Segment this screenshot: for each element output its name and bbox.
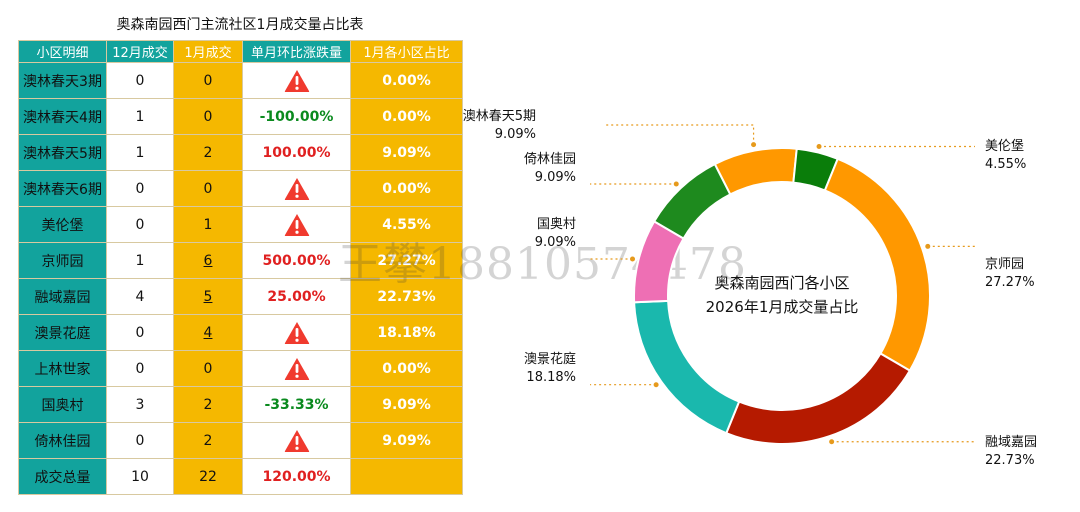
- slice-name-label: 澳景花庭: [524, 351, 576, 367]
- slice-value-label: 9.09%: [535, 235, 576, 250]
- community-name-cell: 美伦堡: [18, 206, 107, 243]
- donut-slice: [823, 157, 931, 372]
- table-row: 上林世家 0 0 0.00%: [18, 350, 463, 387]
- change-cell: [242, 62, 351, 99]
- jan-count-cell: 2: [173, 386, 243, 423]
- chart-center-title: 奥森南园西门各小区: [714, 274, 849, 292]
- slice-value-label: 9.09%: [535, 170, 576, 185]
- slice-name-label: 澳林春天5期: [463, 108, 536, 124]
- community-name-cell: 融域嘉园: [18, 278, 107, 315]
- change-cell: 120.00%: [242, 458, 351, 495]
- community-name-cell: 澳林春天5期: [18, 134, 107, 171]
- warning-triangle-icon: [284, 429, 310, 452]
- share-cell: 18.18%: [350, 314, 463, 351]
- community-name-cell: 澳林春天4期: [18, 98, 107, 135]
- slice-name-label: 国奥村: [537, 217, 576, 232]
- community-name-cell: 京师园: [18, 242, 107, 279]
- dec-count-cell: 0: [106, 62, 174, 99]
- jan-count-cell: 4: [173, 314, 243, 351]
- dec-count-cell: 0: [106, 314, 174, 351]
- table-row: 澳林春天6期 0 0 0.00%: [18, 170, 463, 207]
- slice-name-label: 京师园: [985, 257, 1024, 272]
- community-name-cell: 澳林春天6期: [18, 170, 107, 207]
- change-cell: [242, 350, 351, 387]
- table-row: 澳林春天5期 1 2 100.00% 9.09%: [18, 134, 463, 171]
- chart-center-title: 2026年1月成交量占比: [706, 298, 859, 316]
- table-row: 澳林春天3期 0 0 0.00%: [18, 62, 463, 99]
- table-title: 奥森南园西门主流社区1月成交量占比表: [116, 17, 364, 33]
- share-cell: 0.00%: [350, 62, 463, 99]
- jan-count-cell: 22: [173, 458, 243, 495]
- header-dec: 12月成交: [106, 40, 174, 63]
- jan-count-cell: 1: [173, 206, 243, 243]
- change-cell: [242, 170, 351, 207]
- warning-triangle-icon: [284, 69, 310, 92]
- dec-count-cell: 4: [106, 278, 174, 315]
- slice-value-label: 22.73%: [985, 453, 1035, 468]
- community-name-cell: 上林世家: [18, 350, 107, 387]
- change-cell: [242, 422, 351, 459]
- share-cell: 9.09%: [350, 422, 463, 459]
- change-cell: -33.33%: [242, 386, 351, 423]
- leader-line: [605, 124, 755, 145]
- share-cell: 9.09%: [350, 134, 463, 171]
- slice-value-label: 4.55%: [985, 157, 1026, 172]
- slice-name-label: 美伦堡: [985, 138, 1024, 154]
- community-transaction-table: 小区明细 12月成交 1月成交 单月环比涨跌量 1月各小区占比 澳林春天3期 0 0…: [18, 40, 463, 495]
- table-row: 成交总量 10 22 120.00%: [18, 458, 463, 495]
- jan-count-cell: 0: [173, 62, 243, 99]
- slice-name-label: 融域嘉园: [985, 435, 1037, 450]
- dec-count-cell: 1: [106, 242, 174, 279]
- jan-count-cell: 0: [173, 98, 243, 135]
- community-name-cell: 成交总量: [18, 458, 107, 495]
- share-cell: 0.00%: [350, 98, 463, 135]
- share-cell: [350, 458, 463, 495]
- community-name-cell: 澳景花庭: [18, 314, 107, 351]
- donut-slice: [633, 299, 741, 435]
- table-header-row: 小区明细 12月成交 1月成交 单月环比涨跌量 1月各小区占比: [18, 40, 463, 63]
- header-jan: 1月成交: [173, 40, 243, 63]
- donut-slice: [725, 352, 912, 445]
- share-cell: 27.27%: [350, 242, 463, 279]
- table-row: 澳景花庭 0 4 18.18%: [18, 314, 463, 351]
- slice-value-label: 9.09%: [495, 127, 536, 142]
- warning-triangle-icon: [284, 321, 310, 344]
- warning-triangle-icon: [284, 213, 310, 236]
- table-row: 融域嘉园 4 5 25.00% 22.73%: [18, 278, 463, 315]
- warning-triangle-icon: [284, 177, 310, 200]
- slice-value-label: 27.27%: [985, 275, 1035, 290]
- community-name-cell: 澳林春天3期: [18, 62, 107, 99]
- dec-count-cell: 10: [106, 458, 174, 495]
- donut-slice: [652, 162, 732, 240]
- table-row: 国奥村 3 2 -33.33% 9.09%: [18, 386, 463, 423]
- dec-count-cell: 1: [106, 134, 174, 171]
- jan-count-cell: 0: [173, 170, 243, 207]
- dec-count-cell: 1: [106, 98, 174, 135]
- change-cell: -100.00%: [242, 98, 351, 135]
- share-cell: 22.73%: [350, 278, 463, 315]
- slice-value-label: 18.18%: [526, 370, 576, 385]
- dec-count-cell: 3: [106, 386, 174, 423]
- jan-count-cell: 5: [173, 278, 243, 315]
- table-row: 京师园 1 6 500.00% 27.27%: [18, 242, 463, 279]
- share-cell: 0.00%: [350, 170, 463, 207]
- table-row: 澳林春天4期 1 0 -100.00% 0.00%: [18, 98, 463, 135]
- change-cell: 25.00%: [242, 278, 351, 315]
- jan-count-cell: 2: [173, 422, 243, 459]
- header-share: 1月各小区占比: [350, 40, 463, 63]
- share-cell: 9.09%: [350, 386, 463, 423]
- header-name: 小区明细: [18, 40, 107, 63]
- slice-name-label: 倚林佳园: [524, 152, 576, 167]
- community-name-cell: 国奥村: [18, 386, 107, 423]
- change-cell: [242, 206, 351, 243]
- warning-triangle-icon: [284, 357, 310, 380]
